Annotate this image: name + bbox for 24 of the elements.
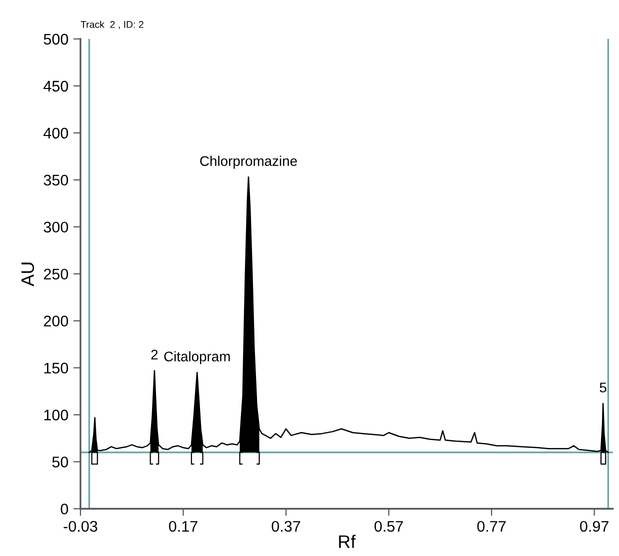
x-tick-label: 0.57 <box>374 520 403 532</box>
y-tick-label: 400 <box>44 128 68 139</box>
y-tick-label: 100 <box>44 410 68 420</box>
x-tick-label: 0.97 <box>580 520 608 532</box>
y-tick-label: 250 <box>44 268 68 280</box>
y-tick-label: 0 <box>60 504 68 514</box>
y-tick-label: 300 <box>44 222 68 233</box>
y-tick-label: 200 <box>44 316 68 326</box>
y-tick-label: 50 <box>52 456 68 468</box>
y-tick-label: 450 <box>44 80 68 92</box>
y-tick-label: 350 <box>44 174 68 186</box>
y-axis-title: AU <box>21 262 34 286</box>
annotation: Chlorpromazine <box>200 156 297 169</box>
chart-title: Track 2 , ID: 2 <box>80 20 144 30</box>
x-axis-title: Rf <box>339 534 356 548</box>
x-tick-label: -0.03 <box>64 520 98 532</box>
annotation: 2 <box>151 350 158 360</box>
x-tick-label: 0.17 <box>168 520 198 532</box>
annotation: Citalopram <box>164 351 230 364</box>
x-tick-label: 0.77 <box>477 520 506 532</box>
annotation: 5 <box>600 382 606 392</box>
y-tick-label: 500 <box>44 34 68 45</box>
x-tick-label: 0.37 <box>272 520 300 532</box>
y-tick-label: 150 <box>44 362 68 374</box>
